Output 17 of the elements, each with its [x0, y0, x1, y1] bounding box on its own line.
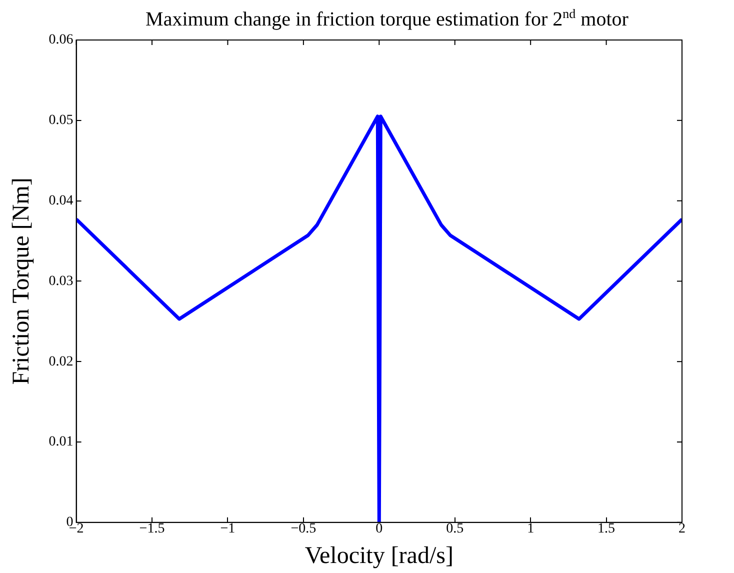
x-tick-label: 1.5: [598, 521, 616, 536]
x-tick-label: 2: [678, 521, 686, 536]
chart-title: Maximum change in friction torque estimation for 2$^{nd}$ motor: [144, 6, 630, 32]
y-tick-label: 0.02: [48, 354, 74, 370]
x-tick-label: −0.5: [290, 521, 316, 536]
y-tick-label: 0.05: [48, 113, 74, 128]
y-tick-label: 0.06: [48, 32, 74, 48]
y-tick-label: 0.01: [48, 434, 74, 450]
x-axis-title: Velocity [rad/s]: [304, 542, 454, 569]
y-tick-label: 0.04: [48, 193, 74, 208]
y-tick-label: 0.03: [48, 274, 74, 289]
y-axis-title: Friction Torque [Nm]: [8, 178, 35, 385]
x-tick-label: −1: [220, 521, 236, 536]
x-tick-label: −1.5: [139, 521, 165, 536]
x-tick-label: 1: [527, 521, 534, 536]
x-tick-label: 0.5: [446, 521, 464, 536]
x-tick-label: 0: [376, 521, 383, 536]
